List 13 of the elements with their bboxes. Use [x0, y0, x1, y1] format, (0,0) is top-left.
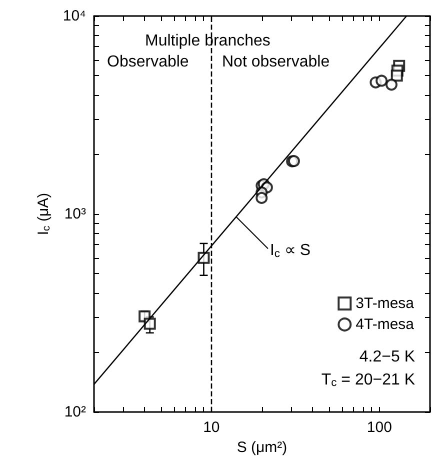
y-axis-title: Ic (μA): [34, 192, 52, 236]
annotation: Multiple branches: [145, 32, 270, 50]
annotation: 4.2−5 K: [359, 348, 416, 366]
y-tick-label: 10⁴: [62, 8, 86, 24]
legend-label: 3T-mesa: [356, 295, 415, 312]
x-axis-title: S (μm²): [236, 439, 288, 456]
annotation: Observable: [107, 54, 189, 70]
y-tick-label: 10³: [64, 206, 86, 222]
legend-label: 4T-mesa: [356, 316, 415, 333]
x-tick-label: 10: [203, 419, 220, 436]
annotation: Not observable: [222, 54, 330, 70]
x-tick-label: 100: [366, 419, 392, 436]
y-tick-label: 10²: [64, 404, 86, 420]
